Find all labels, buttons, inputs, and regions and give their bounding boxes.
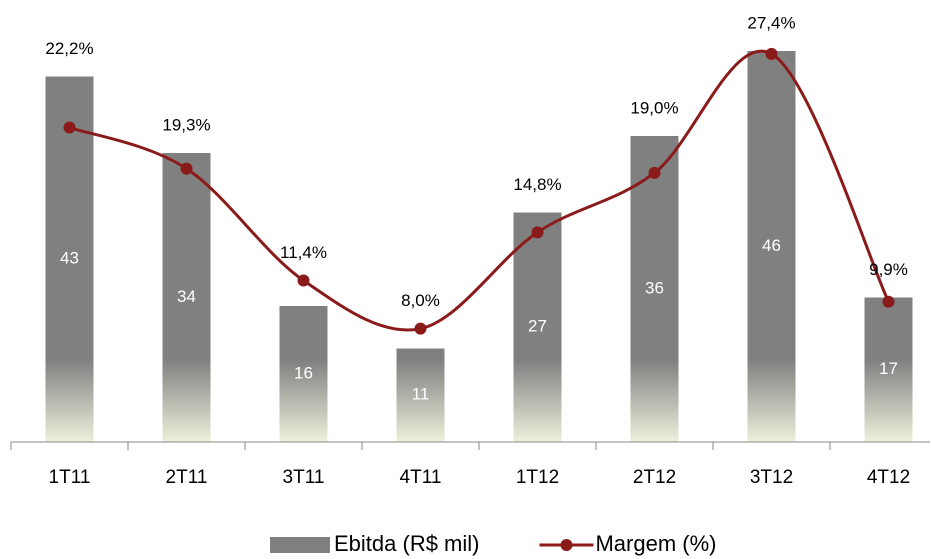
legend-marker — [560, 539, 573, 551]
bar — [279, 306, 328, 442]
x-tick-label: 3T12 — [750, 467, 793, 488]
bar — [747, 51, 796, 442]
bar — [630, 136, 679, 442]
x-tick-label: 2T12 — [633, 467, 676, 488]
line-value-label: 9,9% — [869, 260, 908, 279]
bar-value-label: 16 — [294, 363, 313, 382]
line-value-label: 19,3% — [162, 115, 210, 134]
bar-value-label: 17 — [879, 359, 898, 378]
line-marker — [531, 226, 544, 239]
line-marker — [297, 274, 310, 287]
x-tick-label: 2T11 — [166, 467, 208, 488]
line-value-label: 8,0% — [401, 291, 440, 310]
x-tick-label: 3T11 — [283, 467, 325, 488]
bar-value-label: 27 — [528, 317, 547, 336]
line-value-label: 14,8% — [513, 175, 561, 194]
bar-value-label: 43 — [60, 249, 79, 268]
bar-value-label: 11 — [412, 385, 430, 404]
line-marker — [63, 121, 76, 134]
line-value-label: 22,2% — [45, 39, 93, 58]
x-tick-label: 1T11 — [49, 467, 91, 488]
line-value-label: 11,4% — [280, 243, 327, 262]
x-tick-label: 1T12 — [516, 467, 559, 488]
bar — [396, 348, 445, 442]
line-marker — [882, 295, 895, 308]
bar-value-label: 36 — [645, 278, 664, 297]
legend-label: Margem (%) — [595, 531, 716, 556]
line-value-label: 27,4% — [747, 13, 795, 32]
bar — [513, 212, 562, 442]
legend-label: Ebitda (R$ mil) — [334, 531, 479, 556]
line-marker — [414, 322, 427, 335]
x-tick-label: 4T11 — [400, 467, 442, 488]
line-marker — [648, 166, 661, 179]
line-marker — [765, 47, 778, 60]
line-value-label: 19,0% — [630, 98, 678, 117]
x-tick-label: 4T12 — [867, 467, 910, 488]
bar-value-label: 34 — [177, 287, 196, 306]
line-marker — [180, 162, 193, 175]
legend-swatch — [270, 537, 330, 553]
bar — [864, 297, 913, 442]
bar — [162, 153, 211, 442]
bar-value-label: 46 — [762, 236, 781, 255]
bar — [45, 76, 94, 442]
